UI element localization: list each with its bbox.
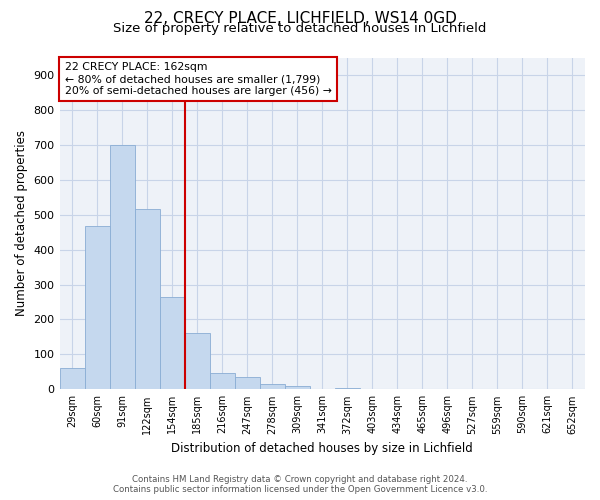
- Bar: [185, 334, 209, 390]
- Bar: [59, 368, 85, 390]
- Text: 22, CRECY PLACE, LICHFIELD, WS14 0GD: 22, CRECY PLACE, LICHFIELD, WS14 0GD: [143, 11, 457, 26]
- Bar: [260, 384, 285, 390]
- Y-axis label: Number of detached properties: Number of detached properties: [15, 130, 28, 316]
- Bar: [235, 377, 260, 390]
- X-axis label: Distribution of detached houses by size in Lichfield: Distribution of detached houses by size …: [172, 442, 473, 455]
- Text: Contains HM Land Registry data © Crown copyright and database right 2024.
Contai: Contains HM Land Registry data © Crown c…: [113, 474, 487, 494]
- Bar: [134, 210, 160, 390]
- Bar: [209, 372, 235, 390]
- Bar: [85, 226, 110, 390]
- Bar: [285, 386, 310, 390]
- Bar: [160, 296, 185, 390]
- Text: 22 CRECY PLACE: 162sqm
← 80% of detached houses are smaller (1,799)
20% of semi-: 22 CRECY PLACE: 162sqm ← 80% of detached…: [65, 62, 332, 96]
- Text: Size of property relative to detached houses in Lichfield: Size of property relative to detached ho…: [113, 22, 487, 35]
- Bar: [335, 388, 360, 390]
- Bar: [110, 145, 134, 390]
